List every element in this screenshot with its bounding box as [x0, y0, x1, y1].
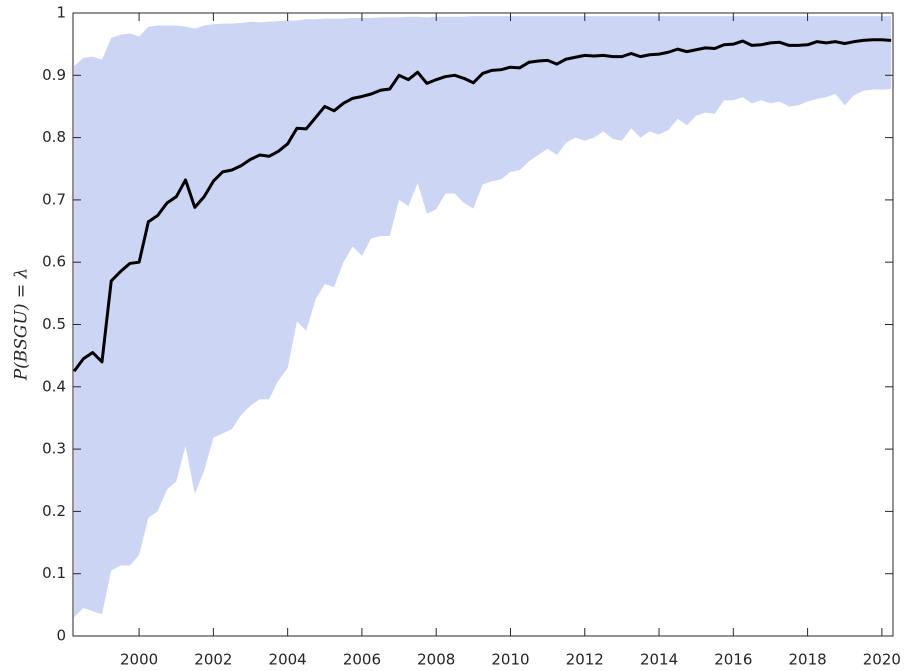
- median-line: [72, 38, 892, 373]
- y-tick-label: 0.4: [42, 377, 66, 395]
- y-tick-label: 0.6: [42, 253, 66, 271]
- y-tick-label: 0.5: [42, 315, 66, 333]
- x-tick-label: 2006: [343, 651, 381, 669]
- y-tick-label: 0.8: [42, 128, 66, 146]
- y-tick-label: 0.9: [42, 66, 66, 84]
- y-tick-label: 1: [56, 4, 66, 22]
- y-axis-label: P(BSGU) = λ: [12, 268, 32, 382]
- y-tick-label: 0.7: [42, 190, 66, 208]
- x-tick-label: 2012: [566, 651, 604, 669]
- y-tick-label: 0.2: [42, 502, 66, 520]
- x-tick-label: 2018: [788, 651, 826, 669]
- y-tick-label: 0.1: [42, 564, 66, 582]
- x-tick-label: 2008: [417, 651, 455, 669]
- confidence-band: [74, 16, 892, 618]
- x-tick-label: 2016: [714, 651, 752, 669]
- y-tick-label: 0: [56, 627, 66, 645]
- x-tick-label: 2000: [120, 651, 158, 669]
- x-tick-label: 2002: [194, 651, 232, 669]
- y-tick-label: 0.3: [42, 440, 66, 458]
- x-tick-label: 2010: [491, 651, 529, 669]
- x-tick-label: 2020: [863, 651, 901, 669]
- x-tick-label: 2014: [640, 651, 678, 669]
- x-tick-label: 2004: [269, 651, 307, 669]
